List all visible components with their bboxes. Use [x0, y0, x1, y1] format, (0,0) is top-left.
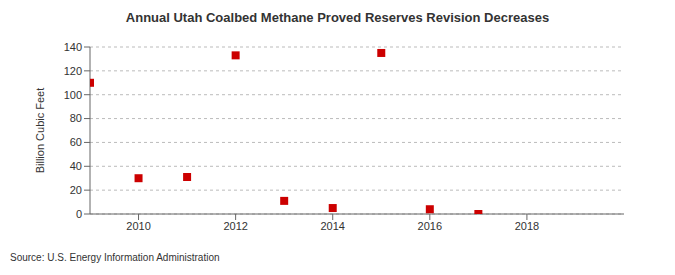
svg-text:0: 0: [76, 208, 82, 220]
svg-text:60: 60: [70, 136, 82, 148]
svg-text:80: 80: [70, 112, 82, 124]
html-text:Source: U.S. Energy Informatio: Source: U.S. Energy Information Administ…: [10, 252, 220, 263]
svg-text:2016: 2016: [418, 220, 442, 232]
svg-text:2012: 2012: [223, 220, 247, 232]
svg-text:2010: 2010: [126, 220, 150, 232]
svg-text:Billion Cubic Feet: Billion Cubic Feet: [34, 88, 46, 174]
html-text:Annual Utah Coalbed Methane Pr: Annual Utah Coalbed Methane Proved Reser…: [125, 10, 550, 25]
svg-text:140: 140: [64, 41, 82, 53]
svg-text:120: 120: [64, 65, 82, 77]
svg-text:100: 100: [64, 89, 82, 101]
svg-text:20: 20: [70, 184, 82, 196]
svg-text:40: 40: [70, 160, 82, 172]
svg-text:2014: 2014: [320, 220, 344, 232]
svg-text:2018: 2018: [515, 220, 539, 232]
